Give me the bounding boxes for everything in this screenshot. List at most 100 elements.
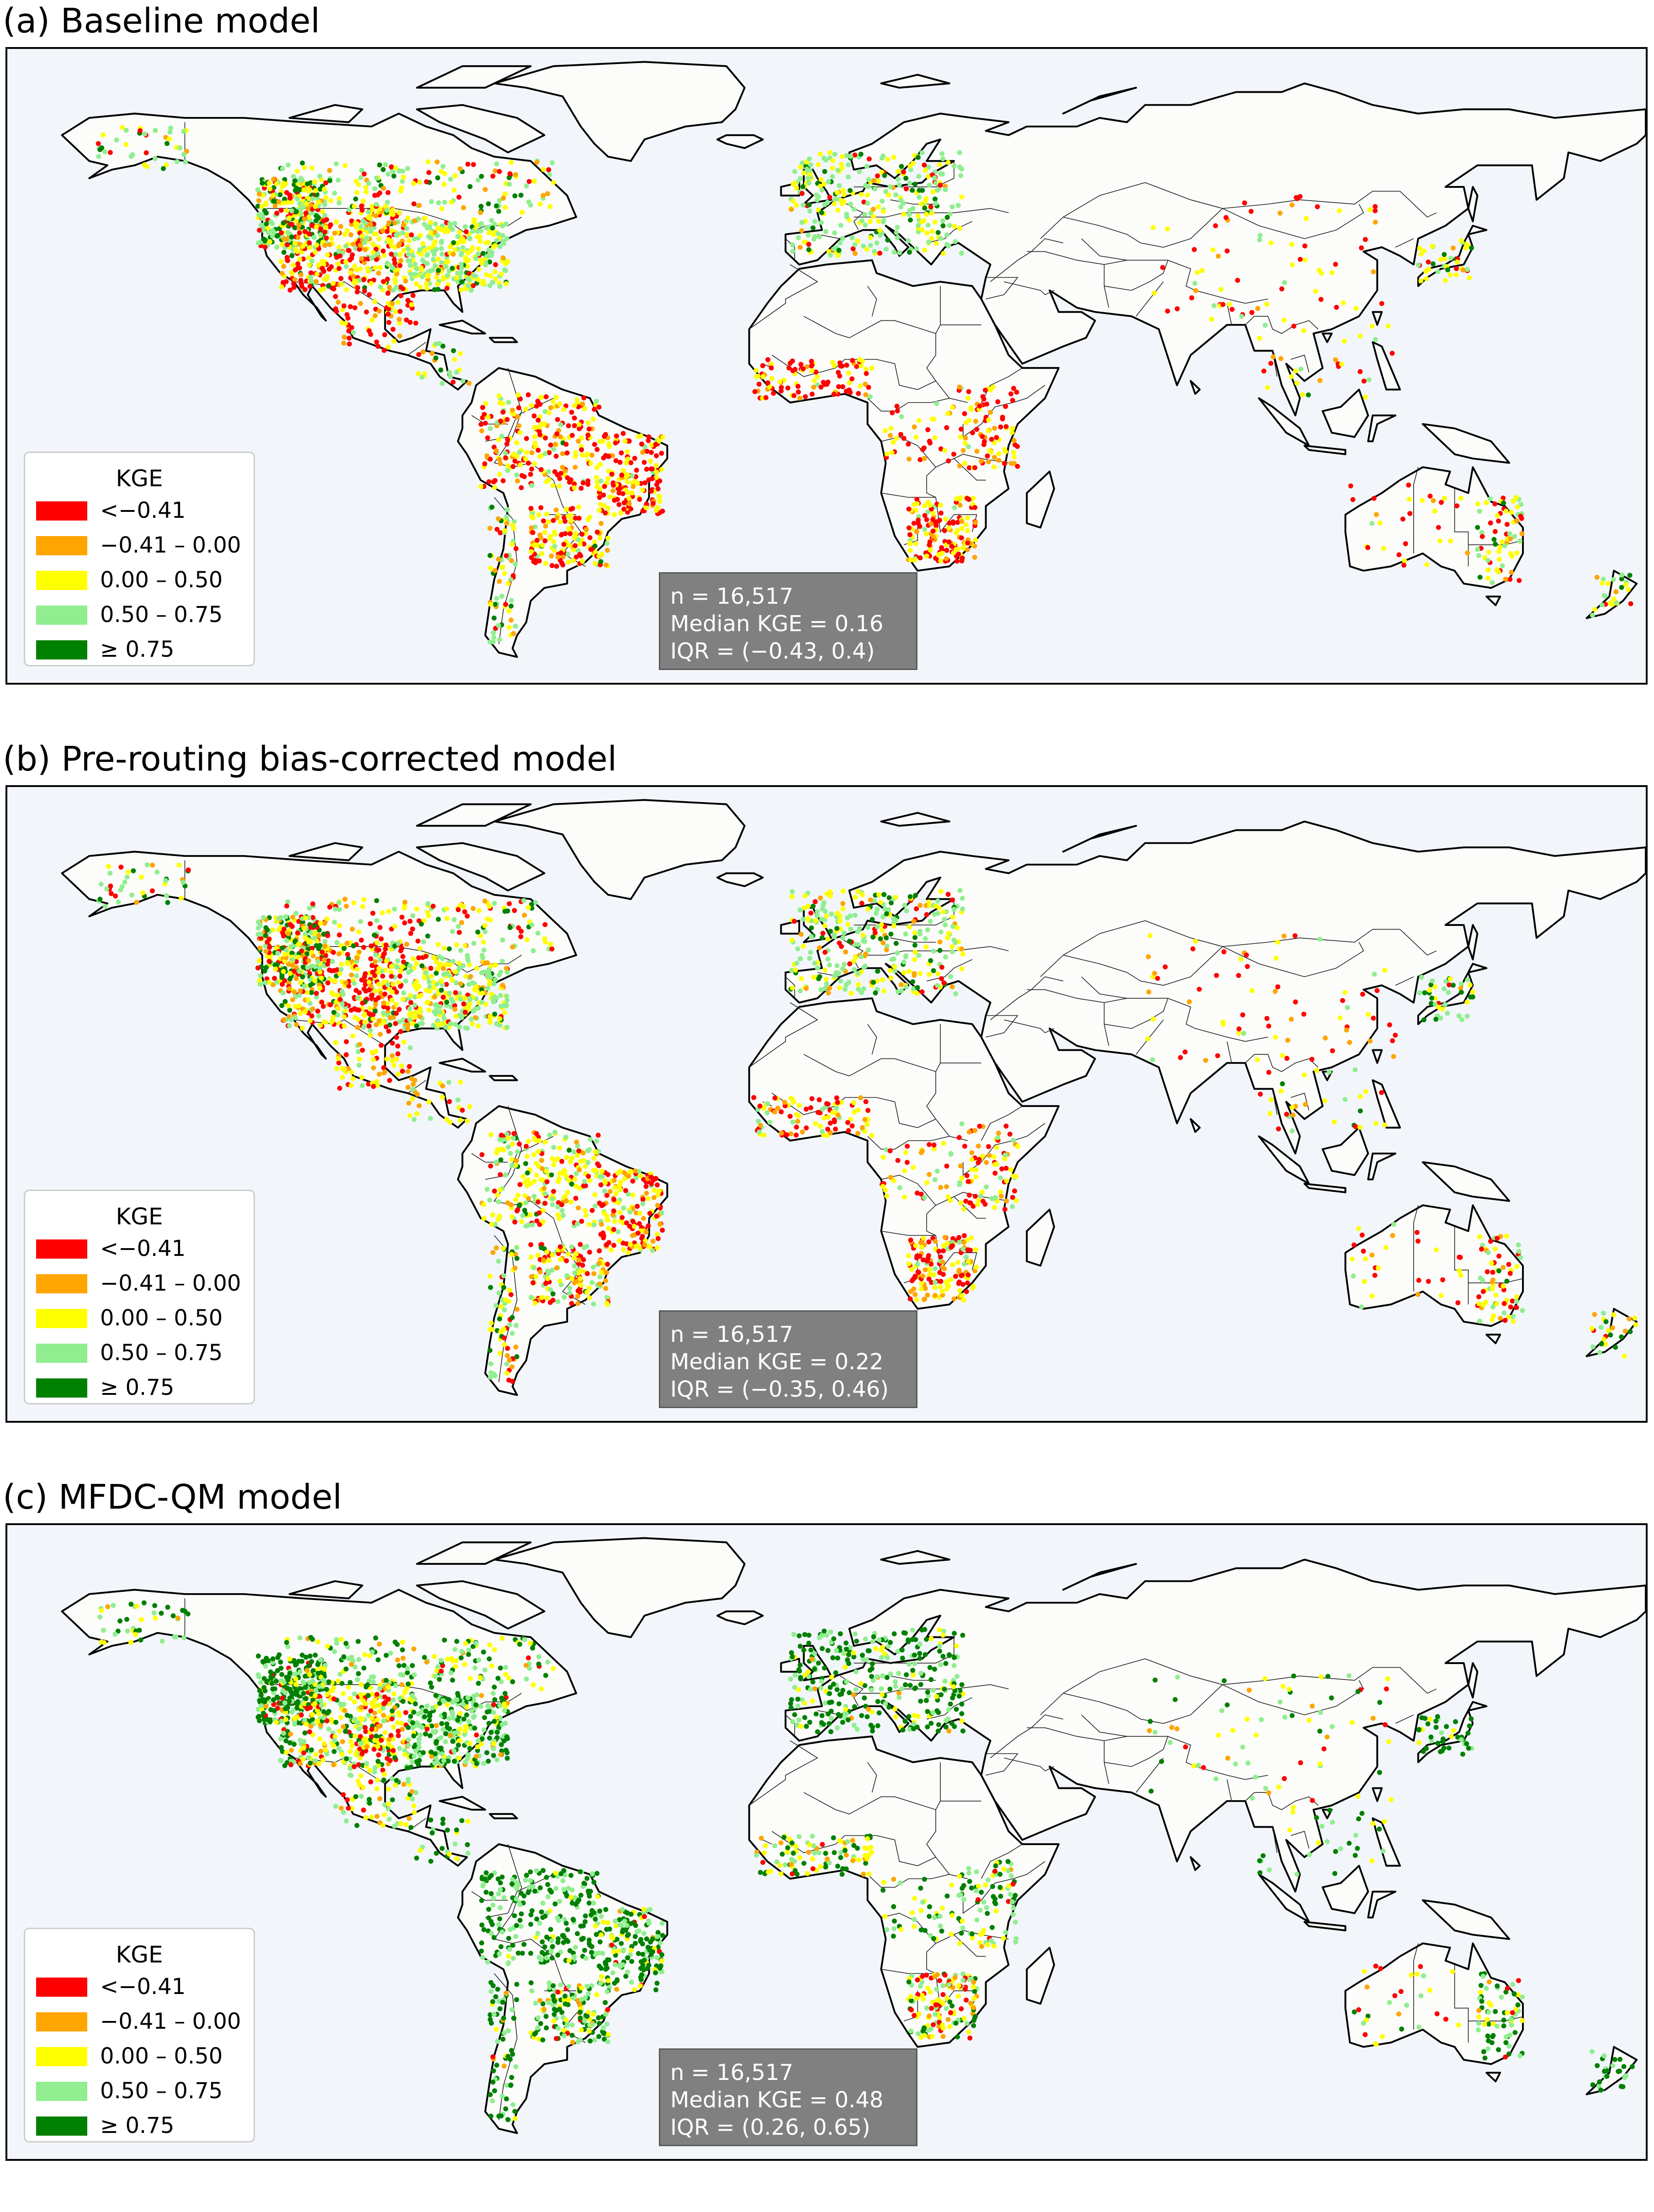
station-dot — [333, 1040, 338, 1045]
station-dot — [503, 205, 508, 210]
station-dot — [287, 287, 292, 292]
station-dot — [329, 264, 334, 269]
station-dot — [907, 250, 912, 255]
station-dot — [497, 1213, 502, 1218]
station-dot — [852, 153, 857, 158]
station-dot — [509, 1157, 514, 1162]
station-dot — [655, 1245, 660, 1250]
station-dot — [337, 266, 342, 271]
station-dot — [429, 199, 434, 204]
station-dot — [569, 1244, 574, 1250]
station-dot — [534, 1173, 539, 1178]
station-dot — [265, 940, 270, 945]
station-dot — [573, 1177, 578, 1182]
station-dot — [321, 287, 326, 292]
station-dot — [488, 1132, 493, 1137]
station-dot — [598, 462, 603, 467]
station-dot — [488, 553, 493, 558]
station-dot — [471, 906, 476, 911]
station-dot — [431, 985, 436, 990]
station-dot — [510, 464, 515, 469]
station-dot — [475, 930, 480, 935]
station-dot — [373, 997, 378, 1002]
station-dot — [481, 1216, 486, 1221]
station-dot — [1300, 392, 1305, 397]
station-dot — [281, 264, 286, 269]
station-dot — [637, 1245, 642, 1250]
station-dot — [438, 367, 443, 372]
station-dot — [307, 240, 312, 245]
station-dot — [302, 984, 307, 989]
station-dot — [300, 160, 305, 165]
station-dot — [800, 220, 805, 225]
station-dot — [907, 925, 912, 930]
station-dot — [479, 1152, 484, 1157]
station-dot — [398, 1029, 403, 1034]
station-dot — [367, 988, 372, 993]
station-dot — [944, 425, 949, 430]
station-dot — [320, 266, 325, 271]
station-dot — [503, 1297, 508, 1303]
station-dot — [265, 226, 270, 231]
station-dot — [398, 293, 403, 298]
station-dot — [981, 442, 986, 447]
station-dot — [409, 1076, 414, 1081]
station-dot — [150, 888, 155, 893]
station-dot — [920, 150, 925, 155]
station-dot — [928, 539, 933, 544]
station-dot — [376, 947, 381, 952]
station-dot — [1009, 461, 1014, 466]
station-dot — [489, 1222, 494, 1227]
station-dot — [373, 1002, 378, 1007]
station-dot — [418, 284, 423, 289]
station-dot — [830, 158, 835, 163]
station-dot — [596, 1133, 601, 1138]
station-dot — [798, 176, 803, 181]
station-dot — [924, 230, 929, 235]
station-dot — [554, 1266, 559, 1271]
station-dot — [511, 1136, 516, 1141]
station-dot — [888, 184, 893, 189]
station-dot — [934, 401, 939, 406]
station-dot — [920, 227, 925, 232]
station-dot — [382, 253, 387, 258]
station-dot — [392, 261, 398, 266]
legend-swatch — [36, 501, 87, 521]
station-dot — [557, 401, 562, 406]
station-dot — [1372, 496, 1377, 501]
station-dot — [407, 238, 412, 243]
station-dot — [1490, 580, 1495, 585]
station-dot — [577, 422, 582, 427]
station-dot — [552, 1130, 557, 1135]
station-dot — [569, 1301, 574, 1306]
station-dot — [627, 1210, 632, 1215]
station-dot — [586, 420, 591, 425]
station-dot — [534, 160, 539, 165]
station-dot — [382, 332, 387, 337]
station-dot — [838, 978, 843, 984]
station-dot — [1152, 291, 1157, 296]
station-dot — [598, 536, 603, 541]
station-dot — [257, 191, 262, 197]
station-dot — [566, 423, 571, 428]
station-dot — [1255, 306, 1260, 311]
station-dot — [356, 182, 361, 187]
station-dot — [457, 1025, 462, 1030]
station-dot — [520, 473, 525, 478]
station-dot — [504, 222, 509, 227]
station-dot — [641, 1216, 646, 1221]
station-dot — [1623, 582, 1628, 587]
station-dot — [403, 899, 408, 904]
station-dot — [864, 247, 869, 252]
station-dot — [554, 395, 559, 400]
station-dot — [877, 228, 882, 233]
station-dot — [586, 1160, 591, 1165]
station-dot — [309, 990, 314, 995]
station-dot — [420, 350, 425, 355]
station-dot — [394, 965, 399, 970]
station-dot — [386, 345, 391, 350]
legend-swatch — [36, 571, 87, 590]
station-dot — [381, 980, 386, 985]
station-dot — [337, 932, 342, 937]
station-dot — [153, 156, 158, 161]
